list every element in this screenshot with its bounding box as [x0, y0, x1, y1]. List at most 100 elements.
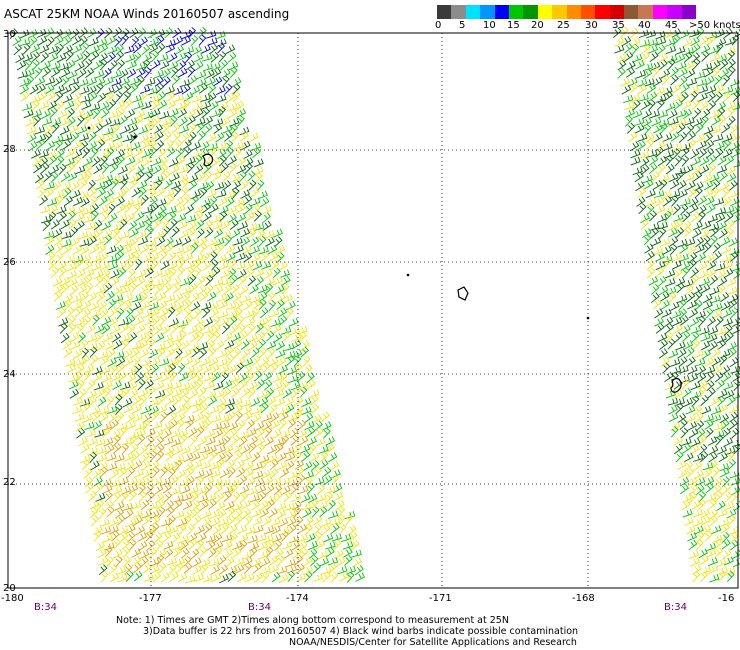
wind-barb: [670, 358, 681, 367]
wind-barb: [239, 430, 250, 440]
wind-barb: [129, 236, 139, 248]
wind-barb: [714, 141, 725, 151]
wind-barb: [698, 548, 709, 559]
wind-barb: [146, 283, 156, 294]
wind-barb: [87, 77, 98, 87]
wind-barb: [691, 52, 701, 64]
wind-barb: [93, 269, 104, 280]
wind-barb: [193, 364, 204, 376]
wind-barb: [233, 404, 243, 415]
wind-barb: [146, 491, 155, 503]
wind-barb: [644, 78, 655, 87]
wind-barb: [38, 91, 48, 102]
wind-barb: [244, 515, 253, 527]
wind-barb: [116, 107, 126, 119]
wind-barb: [662, 29, 673, 40]
wind-barb: [714, 430, 725, 439]
wind-barb: [652, 246, 663, 256]
wind-barb: [147, 338, 156, 350]
wind-barb: [31, 149, 41, 159]
wind-barb: [665, 38, 676, 47]
wind-barb: [28, 141, 38, 152]
wind-barb: [87, 141, 98, 152]
wind-barb: [185, 418, 194, 430]
wind-barb: [227, 52, 237, 63]
wind-barb: [117, 573, 128, 583]
wind-barb: [664, 371, 674, 382]
wind-barb: [185, 59, 196, 71]
wind-barb: [131, 556, 142, 567]
wind-barb: [181, 36, 192, 46]
wind-barb: [65, 358, 76, 367]
wind-barb: [82, 215, 94, 224]
wind-barb: [129, 282, 138, 295]
wind-barb: [230, 387, 240, 399]
wind-barb: [51, 122, 60, 134]
wind-barb: [219, 421, 230, 430]
wind-barb: [123, 452, 134, 462]
wind-barb: [56, 260, 67, 271]
wind-barb: [52, 228, 63, 239]
wind-barb: [238, 436, 248, 447]
wind-barb: [107, 357, 117, 368]
wind-barb: [102, 117, 112, 128]
wind-barb: [688, 373, 699, 383]
wind-barb: [199, 500, 209, 511]
wind-barb: [224, 398, 235, 407]
wind-barb: [168, 157, 179, 168]
wind-barb: [93, 219, 103, 231]
wind-barb: [256, 484, 267, 495]
wind-barb: [205, 534, 216, 543]
wind-barb: [84, 421, 95, 431]
wind-barb: [722, 261, 733, 270]
wind-barb: [15, 53, 25, 63]
wind-barb: [202, 211, 212, 223]
wind-barb: [123, 91, 132, 103]
wind-barb: [285, 460, 295, 471]
wind-barb: [279, 467, 290, 478]
wind-barb: [232, 90, 241, 103]
wind-barb: [196, 228, 205, 240]
wind-barb: [98, 300, 108, 311]
wind-barb: [693, 404, 703, 416]
wind-barb: [298, 435, 309, 446]
wind-barb: [148, 146, 157, 159]
wind-barb: [198, 386, 207, 398]
wind-barb: [64, 100, 75, 110]
wind-barb: [671, 83, 682, 94]
wind-barb: [148, 398, 159, 408]
wind-barb: [660, 291, 670, 302]
wind-barb: [75, 109, 86, 119]
wind-barb: [726, 395, 736, 407]
wind-barb: [192, 460, 203, 470]
wind-barb: [665, 102, 676, 112]
wind-barb: [140, 149, 151, 159]
wind-barb: [227, 155, 238, 166]
wind-barb: [288, 374, 299, 384]
wind-barb: [726, 172, 737, 183]
wind-barb: [658, 348, 668, 359]
wind-barb: [244, 157, 254, 168]
wind-barb: [113, 235, 122, 247]
wind-barb: [702, 235, 711, 247]
wind-barb: [175, 204, 186, 214]
wind-barb: [331, 474, 340, 486]
wind-barb: [315, 539, 326, 550]
wind-barb: [87, 236, 97, 247]
wind-barb: [198, 26, 207, 38]
wind-barb: [718, 115, 727, 127]
wind-barb: [200, 563, 209, 575]
wind-barb: [99, 406, 110, 415]
wind-barb: [674, 155, 683, 167]
wind-barb: [720, 349, 731, 359]
wind-barb: [55, 195, 64, 207]
wind-barb: [174, 292, 184, 303]
wind-barb: [46, 36, 55, 48]
wind-barb: [198, 342, 209, 351]
wind-barb: [722, 74, 731, 87]
wind-barb: [666, 54, 678, 63]
wind-barb: [218, 101, 229, 112]
wind-barb: [703, 125, 714, 135]
wind-barb: [127, 117, 138, 127]
wind-barb: [206, 331, 215, 343]
